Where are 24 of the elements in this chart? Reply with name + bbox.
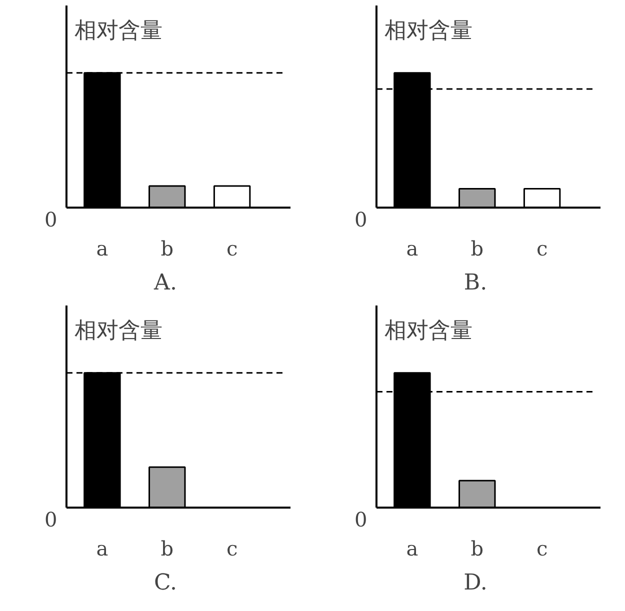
y-axis-title: 相对含量 — [74, 18, 162, 44]
x-tick-label: a — [406, 536, 418, 560]
x-tick-label: c — [226, 536, 238, 560]
text: 0 — [354, 508, 368, 532]
text: 0 — [44, 508, 58, 532]
y-axis-title: 相对含量 — [384, 18, 472, 44]
x-tick-label: c — [226, 236, 238, 260]
text: D. — [464, 570, 488, 596]
x-tick-label: b — [160, 536, 174, 560]
x-tick-label: a — [96, 236, 108, 260]
text: 0 — [44, 208, 58, 232]
text: 0 — [354, 208, 368, 232]
x-tick-label: b — [160, 236, 174, 260]
x-tick-label: c — [536, 236, 548, 260]
x-tick-label: b — [470, 536, 484, 560]
x-tick-label: a — [406, 236, 418, 260]
text: C. — [154, 570, 178, 596]
x-tick-label: b — [470, 236, 484, 260]
text: B. — [464, 270, 488, 296]
x-tick-label: a — [96, 536, 108, 560]
y-axis-title: 相对含量 — [384, 318, 472, 344]
text: A. — [153, 270, 177, 296]
x-tick-label: c — [536, 536, 548, 560]
y-axis-title: 相对含量 — [74, 318, 162, 344]
